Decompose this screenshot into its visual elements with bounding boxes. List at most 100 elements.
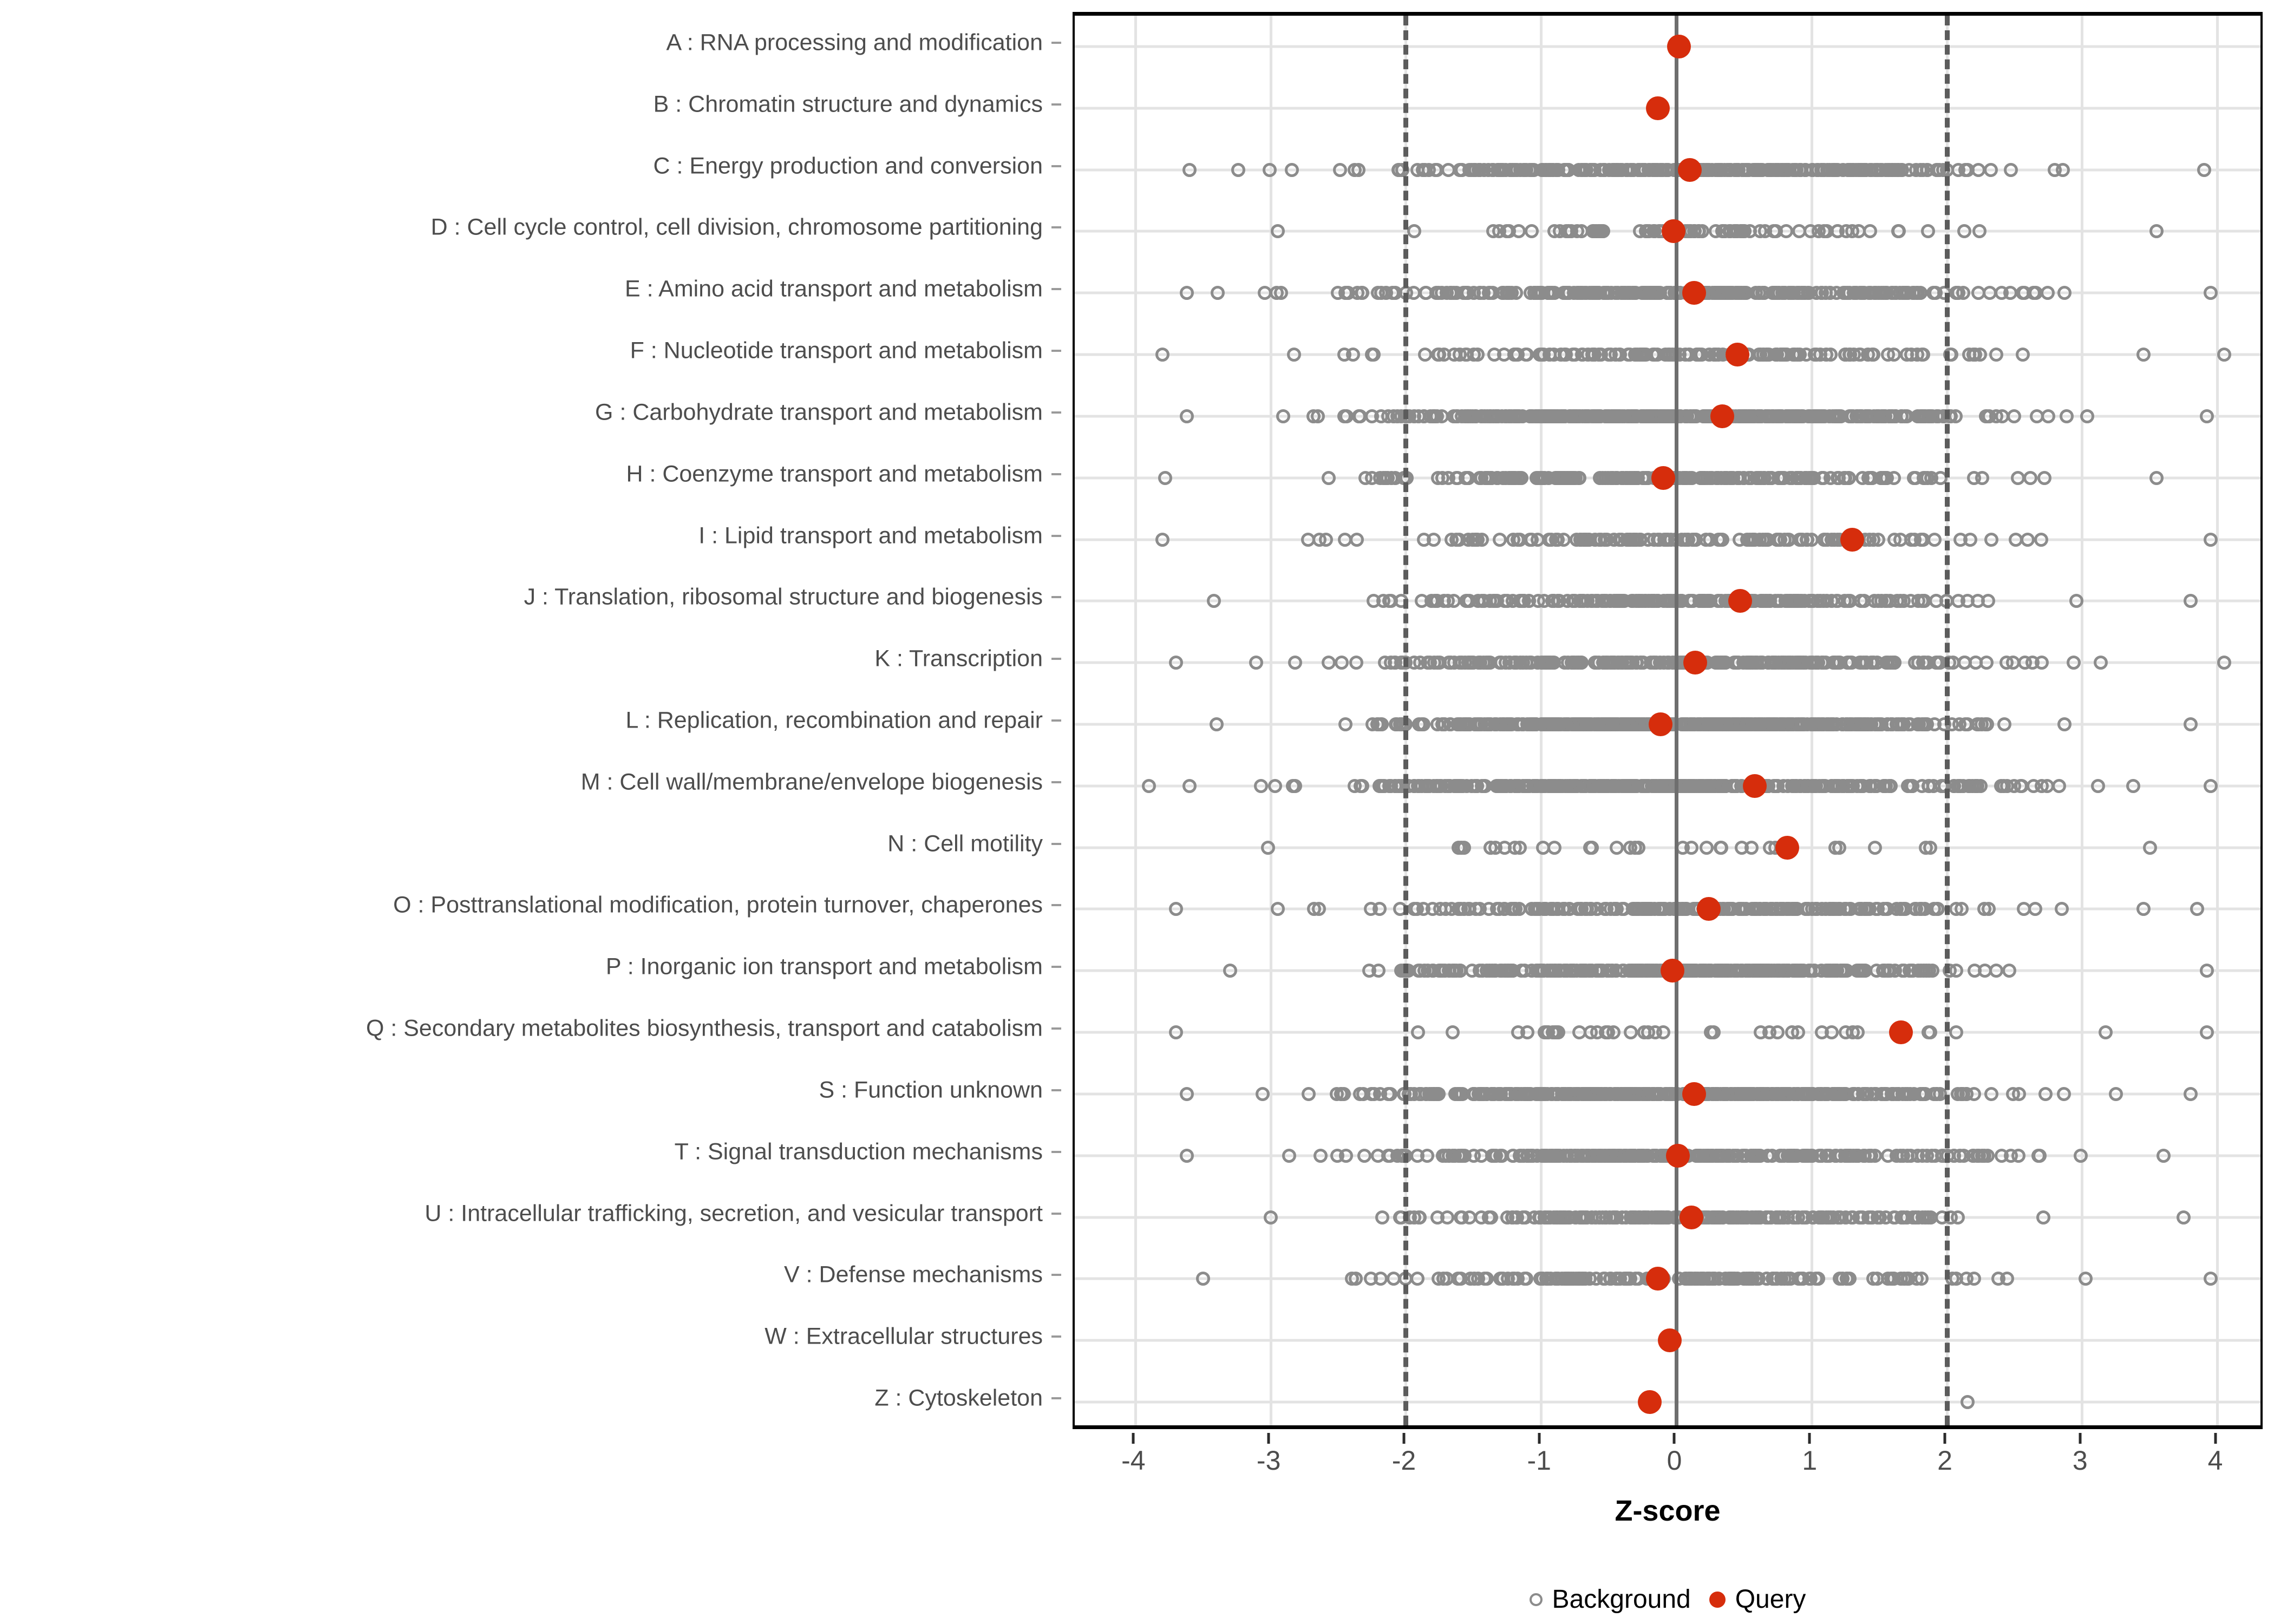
background-point [1928,1148,1943,1163]
background-point [1255,1086,1270,1101]
query-point-g[interactable] [1710,404,1735,428]
background-point [1970,717,1985,731]
background-point [2190,902,2205,916]
background-point [1929,594,1944,608]
background-point [1382,594,1396,608]
background-point [1887,656,1902,670]
background-point [1602,964,1617,978]
category-label-n: N : Cell motility [887,830,1043,857]
background-point [1489,1148,1504,1163]
background-point [1729,778,1743,793]
background-point [1860,348,1875,362]
background-point [1330,1086,1344,1101]
background-point [1922,409,1937,423]
query-point-d[interactable] [1662,219,1686,244]
background-point [1864,1086,1878,1101]
background-point [1895,964,1910,978]
background-point [1823,286,1838,300]
background-point [1839,224,1853,239]
query-point-t[interactable] [1665,1143,1690,1168]
query-point-m[interactable] [1743,774,1767,798]
background-point [1568,470,1583,485]
query-point-z[interactable] [1637,1390,1662,1415]
query-point-u[interactable] [1679,1205,1703,1229]
background-point [1928,286,1943,300]
background-point [2021,532,2035,547]
background-point [1286,778,1301,793]
legend-item-query[interactable]: Query [1709,1587,1806,1613]
query-point-e[interactable] [1682,281,1706,305]
background-point [1622,656,1637,670]
query-point-q[interactable] [1889,1020,1913,1045]
background-point [1891,224,1906,239]
background-point [1510,409,1525,423]
background-point [1820,594,1834,608]
background-point [1355,778,1370,793]
background-point [1949,1025,1964,1040]
background-point [1765,902,1779,916]
background-point [2036,1210,2050,1224]
background-point [1602,1210,1617,1224]
category-tick-f [1051,350,1061,352]
category-tick-b [1051,103,1061,106]
x-tick-mark [1267,1433,1270,1444]
background-point [1182,778,1197,793]
background-point [1770,1086,1785,1101]
background-point [1989,348,2004,362]
background-point [1635,902,1649,916]
background-point [1711,470,1726,485]
query-point-v[interactable] [1645,1267,1670,1291]
background-point [1371,964,1386,978]
query-point-l[interactable] [1648,712,1672,736]
background-point [1786,348,1801,362]
background-point [1462,162,1476,177]
background-point [2078,1272,2093,1286]
background-point [1454,1148,1468,1163]
background-point [1574,162,1589,177]
background-point [1781,1272,1795,1286]
query-point-h[interactable] [1651,466,1675,490]
background-point [1453,964,1467,978]
category-tick-a [1051,41,1061,44]
background-point [1884,717,1898,731]
query-point-a[interactable] [1667,34,1691,58]
background-point [1812,1210,1826,1224]
background-point [2177,1210,2191,1224]
background-point [1344,1272,1359,1286]
background-point [1282,1148,1296,1163]
background-point [1863,224,1878,239]
background-point [2136,902,2151,916]
query-point-s[interactable] [1682,1082,1706,1106]
background-point [1569,717,1583,731]
background-point [1386,286,1400,300]
background-point [2199,409,2214,423]
background-point [1977,902,1991,916]
background-point [1876,902,1891,916]
x-axis: -4 -3 -2 -1 0 1 2 3 4 [1073,1433,2263,1503]
query-point-p[interactable] [1660,959,1684,983]
legend: Background Query [1073,1581,2263,1619]
background-point [1907,470,1922,485]
background-point [1564,1272,1578,1286]
query-point-i[interactable] [1840,527,1865,552]
background-point [1759,1272,1774,1286]
query-point-b[interactable] [1645,96,1670,120]
background-point [1857,594,1871,608]
query-point-j[interactable] [1728,589,1752,613]
background-point [1822,902,1837,916]
background-point [1365,717,1380,731]
query-point-k[interactable] [1683,651,1708,675]
background-point [1410,1148,1424,1163]
category-tick-m [1051,781,1061,783]
legend-item-background[interactable]: Background [1529,1587,1691,1613]
background-point [1407,409,1422,423]
background-point [1559,162,1574,177]
query-point-f[interactable] [1725,343,1749,367]
background-point [1450,1272,1465,1286]
query-point-o[interactable] [1697,897,1721,921]
background-point [1767,286,1782,300]
query-point-n[interactable] [1775,835,1800,860]
query-point-w[interactable] [1658,1328,1682,1353]
background-point [2183,717,2198,731]
query-point-c[interactable] [1678,158,1702,182]
